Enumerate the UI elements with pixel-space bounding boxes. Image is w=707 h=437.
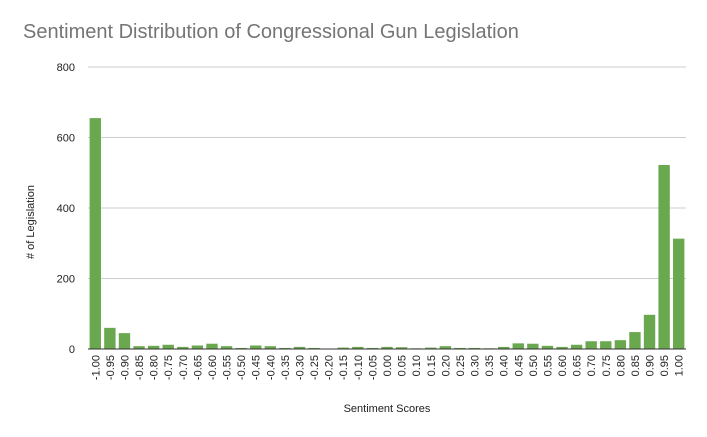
bar	[308, 347, 320, 349]
x-tick-label: -0.85	[134, 355, 146, 380]
bar	[658, 164, 670, 349]
bar	[629, 332, 641, 349]
bar	[600, 341, 612, 349]
bar	[556, 346, 568, 349]
x-tick-label: -0.05	[367, 355, 379, 380]
bar	[527, 343, 539, 349]
bar	[425, 347, 437, 349]
x-tick-label: -0.50	[236, 355, 248, 380]
x-tick-label: -0.45	[251, 355, 263, 380]
x-tick-label: 0.35	[484, 355, 496, 376]
bar	[395, 347, 408, 349]
x-tick-label: -0.90	[119, 355, 131, 380]
bar	[570, 344, 583, 349]
x-tick-label: 0.45	[513, 355, 525, 376]
bar	[220, 346, 233, 349]
x-tick-label: -0.80	[149, 355, 161, 380]
x-tick-label: -1.00	[90, 355, 102, 380]
y-axis-title: # of Legislation	[25, 185, 37, 259]
x-tick-label: -0.15	[338, 355, 350, 380]
x-tick-label: 0.60	[557, 355, 569, 376]
y-tick-label: 400	[57, 203, 75, 215]
x-tick-label: 0.40	[499, 355, 511, 376]
y-tick-label: 200	[57, 274, 75, 286]
bar	[337, 347, 349, 349]
x-tick-label: -0.60	[207, 355, 219, 380]
x-tick-label: 0.10	[411, 355, 423, 376]
bar	[468, 347, 481, 349]
x-tick-label: -0.95	[105, 355, 117, 380]
x-tick-label: -0.35	[280, 355, 292, 380]
bar	[352, 346, 364, 349]
x-tick-label: 0.15	[426, 355, 438, 376]
bar	[250, 345, 262, 349]
chart-title: Sentiment Distribution of Congressional …	[23, 21, 519, 43]
gridlines	[88, 66, 686, 279]
bar	[118, 333, 131, 349]
x-tick-label: -0.75	[163, 355, 175, 380]
bar	[177, 346, 189, 349]
bar	[89, 118, 101, 349]
y-axis-ticks: 0 200 400 600 800	[57, 62, 75, 356]
y-tick-label: 0	[69, 344, 75, 356]
x-tick-label: -0.40	[265, 355, 277, 380]
bar	[454, 347, 466, 349]
bar	[293, 346, 306, 349]
bar	[381, 346, 393, 349]
bar	[264, 346, 277, 349]
x-tick-label: 0.00	[382, 355, 394, 376]
x-tick-label: -0.25	[309, 355, 321, 380]
bar	[512, 343, 524, 349]
x-tick-label: 0.90	[645, 355, 657, 376]
bars	[89, 118, 685, 349]
x-tick-label: 1.00	[674, 355, 686, 376]
x-tick-label: 0.05	[397, 355, 409, 376]
x-tick-label: -0.55	[222, 355, 234, 380]
x-tick-label: 0.50	[528, 355, 540, 376]
x-tick-label: -0.30	[294, 355, 306, 380]
bar	[104, 327, 116, 349]
x-tick-label: 0.30	[470, 355, 482, 376]
x-tick-label: -0.70	[178, 355, 190, 380]
x-axis-ticks: -1.00 -0.95 -0.90 -0.85 -0.80 -0.75 -0.70 -0.65…	[90, 355, 685, 380]
bar	[614, 340, 627, 349]
bar	[439, 346, 452, 349]
x-tick-label: 0.70	[586, 355, 598, 376]
bar	[541, 345, 554, 349]
bar	[191, 345, 204, 349]
bar	[235, 347, 247, 349]
bar	[643, 314, 656, 349]
x-tick-label: -0.65	[192, 355, 204, 380]
x-tick-label: 0.80	[615, 355, 627, 376]
x-tick-label: 0.95	[659, 355, 671, 376]
x-tick-label: -0.20	[324, 355, 336, 380]
x-tick-label: 0.85	[630, 355, 642, 376]
bar	[585, 341, 597, 349]
x-tick-label: 0.25	[455, 355, 467, 376]
bar	[673, 238, 685, 349]
bar	[497, 346, 510, 349]
x-tick-label: -0.10	[353, 355, 365, 380]
x-tick-label: 0.55	[542, 355, 554, 376]
y-tick-label: 800	[57, 62, 75, 74]
bar	[162, 344, 174, 349]
bar	[133, 346, 145, 349]
y-tick-label: 600	[57, 133, 75, 145]
x-tick-label: 0.20	[440, 355, 452, 376]
bar	[206, 343, 218, 349]
bar	[279, 347, 291, 349]
bar	[147, 345, 160, 349]
x-tick-label: 0.75	[601, 355, 613, 376]
x-tick-label: 0.65	[572, 355, 584, 376]
x-axis-title: Sentiment Scores	[344, 403, 431, 415]
bar	[366, 347, 379, 349]
